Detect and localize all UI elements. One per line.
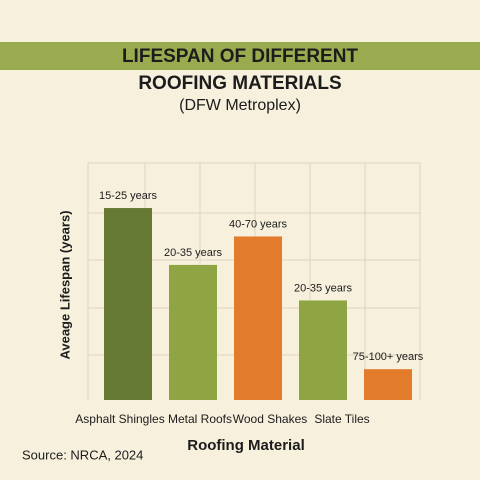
bar-annotation: 75-100+ years bbox=[353, 351, 424, 363]
x-tick-label: Slate Tiles bbox=[314, 412, 369, 426]
bar-annotation: 15-25 years bbox=[99, 190, 158, 202]
x-tick-label: Metal Roofs bbox=[168, 412, 232, 426]
bar-annotation: 20-35 years bbox=[294, 282, 353, 294]
title-band bbox=[0, 42, 480, 70]
x-tick-label: Wood Shakes bbox=[233, 412, 308, 426]
source: Source: NRCA, 2024 bbox=[22, 447, 143, 462]
chart-title: ROOFING MATERIALS bbox=[138, 73, 341, 94]
bar bbox=[234, 236, 282, 400]
bar-annotation: 20-35 years bbox=[164, 247, 223, 259]
y-axis-label: Aveage Lifespan (years) bbox=[57, 210, 72, 359]
bar-annotation: 40-70 years bbox=[229, 218, 288, 230]
x-axis-label: Roofing Material bbox=[187, 437, 305, 454]
chart-subtitle: (DFW Metroplex) bbox=[179, 97, 301, 114]
bar bbox=[169, 264, 217, 400]
bar bbox=[104, 208, 152, 400]
bar bbox=[299, 300, 347, 400]
x-tick-label: Asphalt Shingles bbox=[75, 412, 164, 426]
bar bbox=[364, 369, 412, 400]
chart-title: LIFESPAN OF DIFFERENT bbox=[122, 46, 358, 67]
